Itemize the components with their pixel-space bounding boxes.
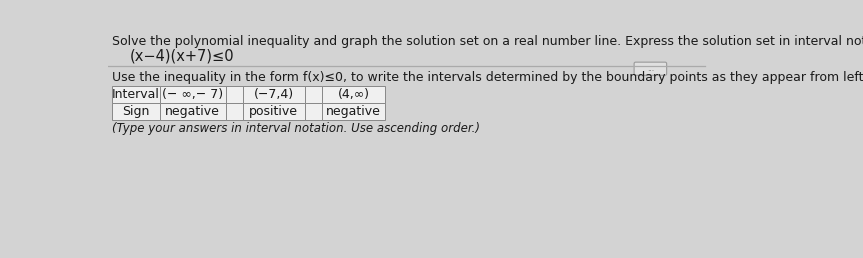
Text: (4,∞): (4,∞) (337, 88, 369, 101)
Text: (− ∞,− 7): (− ∞,− 7) (162, 88, 224, 101)
Bar (111, 86, 160, 103)
Text: Sign: Sign (122, 105, 149, 118)
Bar (226, 103, 243, 120)
Bar (160, 86, 226, 103)
Text: Use the inequality in the form f(x)≤0, to write the intervals determined by the : Use the inequality in the form f(x)≤0, t… (111, 71, 863, 84)
Text: negative: negative (326, 105, 381, 118)
Text: negative: negative (166, 105, 220, 118)
Text: (Type your answers in interval notation. Use ascending order.): (Type your answers in interval notation.… (111, 122, 480, 135)
Bar (243, 86, 305, 103)
Text: (x−4)(x+7)≤0: (x−4)(x+7)≤0 (129, 49, 234, 64)
Bar (111, 103, 160, 120)
Bar (322, 103, 385, 120)
Bar (243, 103, 305, 120)
Text: ...: ... (646, 64, 654, 73)
Text: Interval: Interval (112, 88, 160, 101)
Text: (−7,4): (−7,4) (254, 88, 293, 101)
Text: Solve the polynomial inequality and graph the solution set on a real number line: Solve the polynomial inequality and grap… (111, 35, 863, 48)
FancyBboxPatch shape (634, 62, 666, 75)
Bar (305, 86, 322, 103)
Text: positive: positive (249, 105, 299, 118)
Bar (226, 86, 243, 103)
Bar (322, 86, 385, 103)
Bar (160, 103, 226, 120)
Bar (305, 103, 322, 120)
